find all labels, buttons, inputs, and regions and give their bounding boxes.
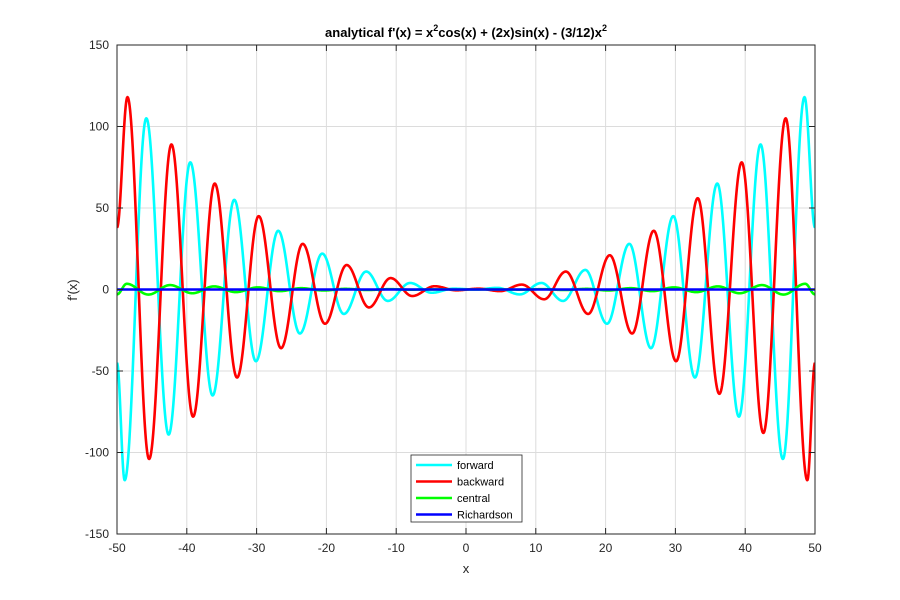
x-tick-label: -40: [178, 541, 196, 555]
y-tick-label: 150: [89, 38, 109, 52]
x-tick-label: 30: [669, 541, 683, 555]
legend-label-central: central: [457, 493, 490, 505]
ticks: -50 -40 -30 -20 -10 0 10 20 30 40 50-150-100-50050…: [85, 38, 822, 555]
series-group: [117, 95, 815, 482]
x-axis-label: x: [463, 561, 470, 576]
y-tick-label: 0: [102, 283, 109, 297]
x-tick-label: -20: [318, 541, 336, 555]
legend: forward backward central Richardson: [410, 454, 523, 523]
x-tick-label: 0: [463, 541, 470, 555]
x-tick-label: 40: [739, 541, 753, 555]
y-axis-label: f'(x): [65, 279, 80, 300]
x-tick-label: 50: [808, 541, 822, 555]
chart-title: analytical f'(x) = x2cos(x) + (2x)sin(x)…: [325, 23, 607, 40]
y-tick-label: 100: [89, 120, 109, 134]
x-tick-label: 20: [599, 541, 613, 555]
legend-items: forward backward central Richardson: [416, 460, 513, 522]
x-tick-label: -10: [388, 541, 406, 555]
y-tick-label: -50: [92, 364, 110, 378]
x-tick-label: -30: [248, 541, 266, 555]
y-tick-label: -100: [85, 446, 109, 460]
x-tick-label: -50: [108, 541, 126, 555]
legend-label-forward: forward: [457, 460, 494, 472]
legend-label-richardson: Richardson: [457, 510, 513, 522]
y-tick-label: -150: [85, 527, 109, 541]
y-tick-label: 50: [96, 201, 110, 215]
x-tick-label: 10: [529, 541, 543, 555]
legend-label-backward: backward: [457, 477, 504, 489]
